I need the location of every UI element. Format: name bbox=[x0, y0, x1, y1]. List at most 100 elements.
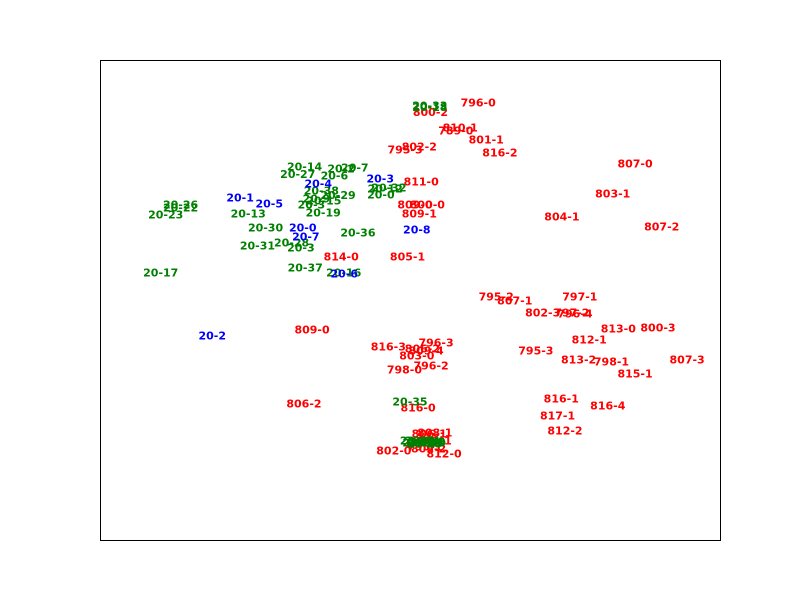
point-label: 20-9 bbox=[303, 193, 331, 206]
point-label: 806-2 bbox=[405, 342, 440, 355]
point-label: 20-21 bbox=[402, 437, 437, 450]
point-label: 816-0 bbox=[400, 402, 436, 415]
point-label: 20-28 bbox=[274, 236, 309, 249]
point-label: 20-24 bbox=[405, 435, 441, 448]
point-label: 20-32 bbox=[371, 182, 406, 195]
point-label: 807-1 bbox=[497, 294, 532, 307]
point-label: 20-13 bbox=[231, 208, 266, 221]
point-label: 20-15 bbox=[306, 195, 341, 208]
point-label: 803-1 bbox=[595, 187, 630, 200]
point-label: 20-36 bbox=[340, 226, 376, 239]
point-label: 20-0 bbox=[289, 222, 317, 235]
point-label: 807-0 bbox=[617, 158, 653, 171]
point-label: 20-30 bbox=[248, 222, 284, 235]
point-label: 809-1 bbox=[402, 208, 437, 221]
point-label: 20-3 bbox=[287, 242, 315, 255]
point-label: 20-34 bbox=[409, 436, 445, 449]
point-label: 811-0 bbox=[404, 175, 440, 188]
point-label: 800-3 bbox=[640, 321, 675, 334]
point-label: 816-4 bbox=[590, 400, 626, 413]
point-label: 809-0 bbox=[397, 198, 433, 211]
point-label: 797-2 bbox=[554, 306, 589, 319]
point-label: 805-1 bbox=[390, 250, 425, 263]
point-label: 20-37 bbox=[288, 261, 323, 274]
point-label: 789-0 bbox=[438, 125, 474, 138]
point-label: 20-1 bbox=[226, 191, 254, 204]
point-label: 812-0 bbox=[427, 448, 463, 461]
point-label: 816-2 bbox=[482, 147, 517, 160]
plot-area-frame bbox=[100, 60, 721, 541]
point-label: 20-3 bbox=[366, 173, 394, 186]
point-label: 796-2 bbox=[413, 359, 448, 372]
point-label: 20-26 bbox=[163, 198, 199, 211]
point-label: 809-2 bbox=[411, 442, 446, 455]
point-label: 20-20 bbox=[400, 435, 436, 448]
point-label: 816-3 bbox=[371, 341, 406, 354]
point-label: 20-2 bbox=[327, 162, 355, 175]
point-label: 20-3 bbox=[298, 198, 326, 211]
point-label: 813-0 bbox=[601, 322, 637, 335]
point-label: 20-5 bbox=[255, 198, 283, 211]
point-label: 20-12 bbox=[368, 183, 403, 196]
point-label: 20-16 bbox=[326, 267, 362, 280]
point-label: 801-1 bbox=[417, 435, 452, 448]
point-label: 801-1 bbox=[469, 134, 504, 147]
point-label: 20-19 bbox=[306, 207, 341, 220]
point-label: 795-2 bbox=[479, 291, 514, 304]
point-label: 20-6 bbox=[321, 170, 349, 183]
point-label: 20-27 bbox=[280, 168, 315, 181]
point-label: 808-1 bbox=[417, 426, 452, 439]
point-label: 812-1 bbox=[572, 333, 607, 346]
point-label: 796-4 bbox=[557, 307, 593, 320]
point-label: 806-1 bbox=[412, 427, 447, 440]
point-label: 796-0 bbox=[461, 97, 497, 110]
point-label: 809-0 bbox=[294, 323, 330, 336]
point-label: 20-4 bbox=[304, 177, 332, 190]
point-label: 20-18 bbox=[412, 101, 447, 114]
point-label: 20-17 bbox=[143, 267, 178, 280]
point-label: 813-2 bbox=[561, 354, 596, 367]
point-label: 802-3 bbox=[525, 306, 560, 319]
point-label: 817-1 bbox=[540, 410, 575, 423]
point-label: 20-10 bbox=[406, 437, 442, 450]
point-label: 20-2 bbox=[198, 330, 226, 343]
point-label: 20-6 bbox=[331, 268, 359, 281]
point-label: 806-2 bbox=[286, 398, 321, 411]
point-label: 804-1 bbox=[544, 210, 579, 223]
point-label: 812-2 bbox=[547, 425, 582, 438]
point-label: 816-1 bbox=[544, 392, 579, 405]
point-label: 20-7 bbox=[292, 231, 320, 244]
point-label: 20-0 bbox=[367, 188, 395, 201]
point-label: 20-25 bbox=[407, 438, 442, 451]
point-label: 814-0 bbox=[324, 250, 360, 263]
point-label: 807-3 bbox=[670, 354, 705, 367]
point-label: 810-1 bbox=[443, 122, 478, 135]
point-label: 807-2 bbox=[644, 221, 679, 234]
point-label: 20-35 bbox=[392, 395, 427, 408]
point-label: 20-38 bbox=[304, 185, 339, 198]
point-label: 796-3 bbox=[418, 337, 453, 350]
point-label: 20-23 bbox=[148, 209, 183, 222]
point-label: 802-0 bbox=[376, 445, 412, 458]
point-label: 809-4 bbox=[409, 344, 445, 357]
point-label: 797-1 bbox=[562, 291, 597, 304]
point-label: 20-31 bbox=[240, 240, 275, 253]
point-label: 20-39 bbox=[411, 437, 446, 450]
point-label: 798-1 bbox=[594, 355, 629, 368]
point-label: 20-8 bbox=[403, 223, 431, 236]
point-label: 795-3 bbox=[518, 344, 553, 357]
point-label: 20-29 bbox=[320, 189, 355, 202]
point-label: 20-33 bbox=[412, 100, 447, 113]
point-label: 20-7 bbox=[341, 162, 369, 175]
point-label: 803-0 bbox=[399, 350, 435, 363]
point-label: 815-1 bbox=[617, 367, 652, 380]
point-label: 800-0 bbox=[410, 198, 446, 211]
point-label: 20-22 bbox=[163, 201, 198, 214]
point-label: 20-14 bbox=[287, 161, 323, 174]
point-label: 20-8 bbox=[418, 436, 446, 449]
point-label: 795-1 bbox=[407, 440, 442, 453]
point-label: 798-0 bbox=[387, 364, 423, 377]
